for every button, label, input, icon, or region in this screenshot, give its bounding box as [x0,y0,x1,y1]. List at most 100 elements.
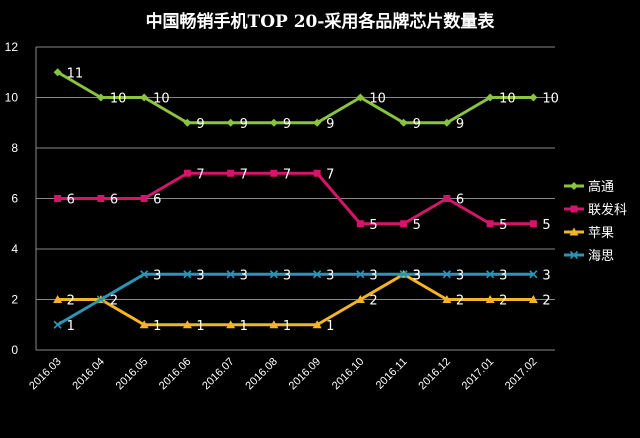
marker-cross [313,270,322,279]
marker-square [400,220,408,228]
series-line [56,272,534,327]
marker-diamond [313,118,322,127]
x-tick-label: 2016.04 [70,356,107,393]
data-label: 9 [326,117,334,132]
data-label: 6 [456,193,464,208]
marker-cross [269,270,278,279]
x-tick-label: 2017.01 [460,356,497,393]
data-label: 3 [499,268,507,283]
data-label: 10 [153,92,170,107]
marker-cross [226,270,235,279]
legend-label: 高通 [588,179,614,195]
marker-cross [442,270,451,279]
data-label: 5 [542,218,550,233]
legend-label: 海思 [588,249,614,264]
marker-triangle [485,295,495,303]
data-label: 7 [196,167,204,182]
chart-title: 中国畅销手机TOP 20-采用各品牌芯片数量表 [146,11,496,32]
series-line [56,70,534,125]
marker-cross [569,250,579,260]
data-label: 7 [326,167,334,182]
x-tick-label: 2016.10 [330,356,367,393]
marker-square [570,205,578,213]
y-tick-label: 2 [11,293,18,307]
data-label: 6 [153,193,161,208]
x-tick-label: 2016.07 [200,356,237,393]
data-label: 5 [369,218,377,233]
marker-diamond [442,118,451,127]
marker-square [270,169,278,177]
marker-diamond [399,118,408,127]
marker-square [227,169,235,177]
data-label: 10 [369,92,386,107]
legend-label: 联发科 [588,202,627,218]
marker-square [183,169,191,177]
marker-diamond [356,93,365,102]
data-label: 10 [110,92,127,107]
data-label: 3 [326,268,334,283]
y-tick-label: 12 [5,40,19,54]
data-label: 2 [456,294,464,309]
marker-square [356,220,364,228]
marker-diamond [570,182,578,190]
marker-triangle [312,320,322,329]
marker-square [486,220,494,228]
data-label: 3 [196,268,204,283]
x-tick-label: 2017.02 [503,356,540,393]
data-label: 1 [240,319,248,334]
data-label: 3 [413,268,421,283]
marker-cross [183,270,192,279]
data-label: 1 [326,319,334,334]
data-label: 1 [67,319,75,334]
data-label: 7 [283,167,291,182]
data-label: 3 [369,268,377,283]
x-tick-label: 2016.09 [287,356,324,393]
marker-cross [96,295,105,304]
marker-square [140,195,148,202]
data-label: 3 [153,268,161,283]
data-label: 6 [67,193,75,208]
x-tick-label: 2016.11 [374,356,410,392]
x-tick-label: 2016.06 [157,356,194,393]
marker-square [443,195,451,202]
data-label: 3 [240,268,248,283]
x-tick-label: 2016.03 [27,356,64,393]
y-tick-label: 4 [11,242,18,256]
marker-square [97,195,105,202]
marker-triangle [139,320,149,329]
x-tick-label: 2016.08 [243,356,280,393]
data-label: 3 [542,268,550,283]
data-label: 5 [413,218,421,233]
data-label: 2 [542,294,550,309]
data-label: 7 [240,167,248,182]
data-label: 2 [67,294,75,309]
marker-triangle [269,320,279,329]
marker-diamond [53,68,62,77]
legend-label: 苹果 [588,226,614,241]
data-label: 3 [456,268,464,283]
data-label: 1 [153,319,161,334]
data-label: 10 [499,92,516,107]
data-label: 9 [283,117,291,132]
x-tick-label: 2016.05 [114,356,151,393]
data-label: 3 [283,268,291,283]
data-label: 9 [240,117,248,132]
data-label: 6 [110,193,118,208]
data-label: 10 [542,92,559,107]
y-tick-label: 10 [5,91,19,105]
marker-triangle [182,320,192,329]
marker-diamond [529,93,538,102]
series-line [57,272,534,327]
marker-triangle [569,227,579,236]
marker-triangle [53,295,63,303]
data-label: 5 [499,218,507,233]
series-line [57,171,534,226]
series-layer [53,68,538,329]
data-label: 2 [110,294,118,309]
marker-diamond [226,118,235,127]
marker-cross [399,270,408,279]
